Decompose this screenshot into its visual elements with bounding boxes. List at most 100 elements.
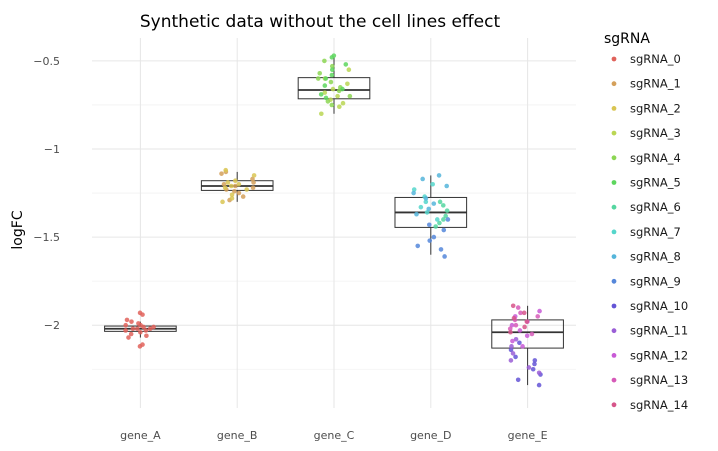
legend-marker-sgRNA_2	[611, 106, 617, 111]
data-point-sgRNA_0	[128, 331, 134, 337]
data-point-sgRNA_3	[345, 81, 350, 87]
legend-label: sgRNA_14	[630, 398, 688, 412]
legend-marker-sgRNA_6	[611, 204, 617, 210]
data-point-sgRNA_5	[329, 72, 335, 78]
data-point-sgRNA_6	[444, 208, 450, 213]
data-point-sgRNA_8	[414, 211, 419, 217]
data-point-sgRNA_6	[440, 203, 446, 208]
legend-label: sgRNA_4	[630, 151, 681, 165]
data-point-sgRNA_1	[250, 185, 256, 191]
data-point-sgRNA_13	[507, 326, 513, 332]
data-point-sgRNA_8	[436, 173, 442, 178]
data-point-sgRNA_0	[123, 322, 129, 328]
data-point-sgRNA_11	[536, 370, 542, 376]
legend: sgRNA sgRNA_0 sgRNA_1 sgRNA_2 sgRNA_3 sgRNA_…	[604, 31, 688, 412]
legend-marker-sgRNA_3	[611, 130, 617, 136]
legend-label: sgRNA_2	[630, 101, 681, 115]
data-point-sgRNA_2	[251, 173, 257, 178]
data-point-sgRNA_10	[515, 377, 521, 383]
data-point-sgRNA_11	[513, 336, 519, 342]
data-point-sgRNA_0	[143, 328, 149, 333]
data-point-sgRNA_2	[223, 167, 229, 173]
data-point-sgRNA_2	[222, 185, 228, 191]
boxes	[104, 57, 564, 386]
grid	[92, 38, 576, 408]
data-point-sgRNA_0	[138, 329, 143, 335]
data-point-sgRNA_4	[329, 102, 335, 108]
legend-label: sgRNA_13	[630, 373, 688, 387]
x-tick-label: gene_D	[410, 429, 451, 442]
data-point-sgRNA_1	[236, 190, 242, 196]
data-point-sgRNA_3	[319, 111, 324, 117]
data-point-sgRNA_1	[250, 176, 255, 182]
legend-marker-sgRNA_14	[611, 402, 617, 408]
x-tick-label: gene_C	[314, 429, 355, 442]
data-point-sgRNA_0	[151, 324, 156, 330]
data-point-sgRNA_0	[123, 328, 128, 333]
legend-label: sgRNA_9	[630, 274, 681, 288]
data-point-sgRNA_5	[323, 76, 329, 81]
data-point-sgRNA_10	[532, 361, 537, 367]
data-point-sgRNA_3	[340, 100, 346, 106]
data-point-sgRNA_0	[141, 324, 146, 330]
data-point-sgRNA_3	[322, 90, 328, 95]
data-point-sgRNA_13	[518, 310, 523, 316]
data-point-sgRNA_9	[442, 254, 447, 259]
data-point-sgRNA_7	[424, 210, 430, 215]
data-point-sgRNA_11	[526, 365, 532, 370]
data-point-sgRNA_13	[515, 305, 521, 310]
data-point-sgRNA_14	[511, 315, 517, 321]
legend-marker-sgRNA_5	[611, 180, 617, 185]
box-gene_D	[394, 175, 468, 255]
data-point-sgRNA_13	[535, 314, 541, 319]
data-point-sgRNA_0	[137, 344, 143, 349]
legend-marker-sgRNA_12	[611, 353, 617, 358]
data-point-sgRNA_5	[340, 86, 345, 92]
data-point-sgRNA_0	[134, 326, 140, 332]
legend-marker-sgRNA_13	[611, 377, 617, 383]
data-point-sgRNA_4	[347, 93, 353, 99]
data-point-sgRNA_3	[346, 67, 352, 73]
data-point-sgRNA_2	[229, 196, 235, 201]
data-point-sgRNA_12	[509, 322, 515, 328]
data-point-sgRNA_2	[229, 192, 235, 198]
legend-marker-sgRNA_9	[611, 278, 617, 284]
data-point-sgRNA_0	[140, 312, 145, 317]
legend-label: sgRNA_12	[630, 348, 688, 362]
data-point-sgRNA_0	[147, 326, 153, 332]
data-point-sgRNA_14	[510, 303, 516, 309]
data-point-sgRNA_5	[318, 92, 324, 97]
y-tick-label: −1	[44, 143, 60, 156]
legend-label: sgRNA_11	[630, 324, 688, 338]
data-point-sgRNA_10	[517, 340, 522, 346]
data-point-sgRNA_9	[431, 234, 437, 240]
legend-marker-sgRNA_1	[611, 81, 617, 87]
data-point-sgRNA_3	[337, 104, 342, 110]
x-axis-ticks: gene_A gene_B gene_C gene_D gene_E	[120, 429, 547, 442]
data-point-sgRNA_14	[524, 319, 530, 324]
data-point-sgRNA_9	[426, 222, 432, 228]
y-tick-label: −2	[44, 319, 60, 332]
y-tick-label: −0.5	[33, 55, 60, 68]
legend-label: sgRNA_8	[630, 250, 681, 264]
data-point-sgRNA_7	[423, 199, 429, 205]
data-point-sgRNA_5	[323, 95, 329, 101]
data-point-sgRNA_1	[251, 180, 256, 185]
chart-title: Synthetic data without the cell lines ef…	[140, 12, 501, 32]
data-point-sgRNA_9	[415, 243, 421, 249]
data-point-sgRNA_9	[438, 247, 444, 252]
legend-label: sgRNA_6	[630, 200, 681, 214]
data-point-sgRNA_2	[228, 183, 234, 189]
data-point-sgRNA_8	[423, 196, 429, 201]
data-point-sgRNA_4	[322, 58, 327, 64]
data-point-sgRNA_4	[329, 63, 335, 69]
x-tick-label: gene_A	[120, 429, 161, 442]
data-point-sgRNA_13	[529, 331, 535, 337]
data-point-sgRNA_1	[240, 194, 246, 199]
data-point-sgRNA_4	[315, 76, 321, 81]
data-point-sgRNA_12	[510, 338, 515, 344]
data-point-sgRNA_14	[521, 310, 527, 316]
legend-marker-sgRNA_10	[611, 303, 617, 309]
data-point-sgRNA_14	[522, 324, 527, 330]
